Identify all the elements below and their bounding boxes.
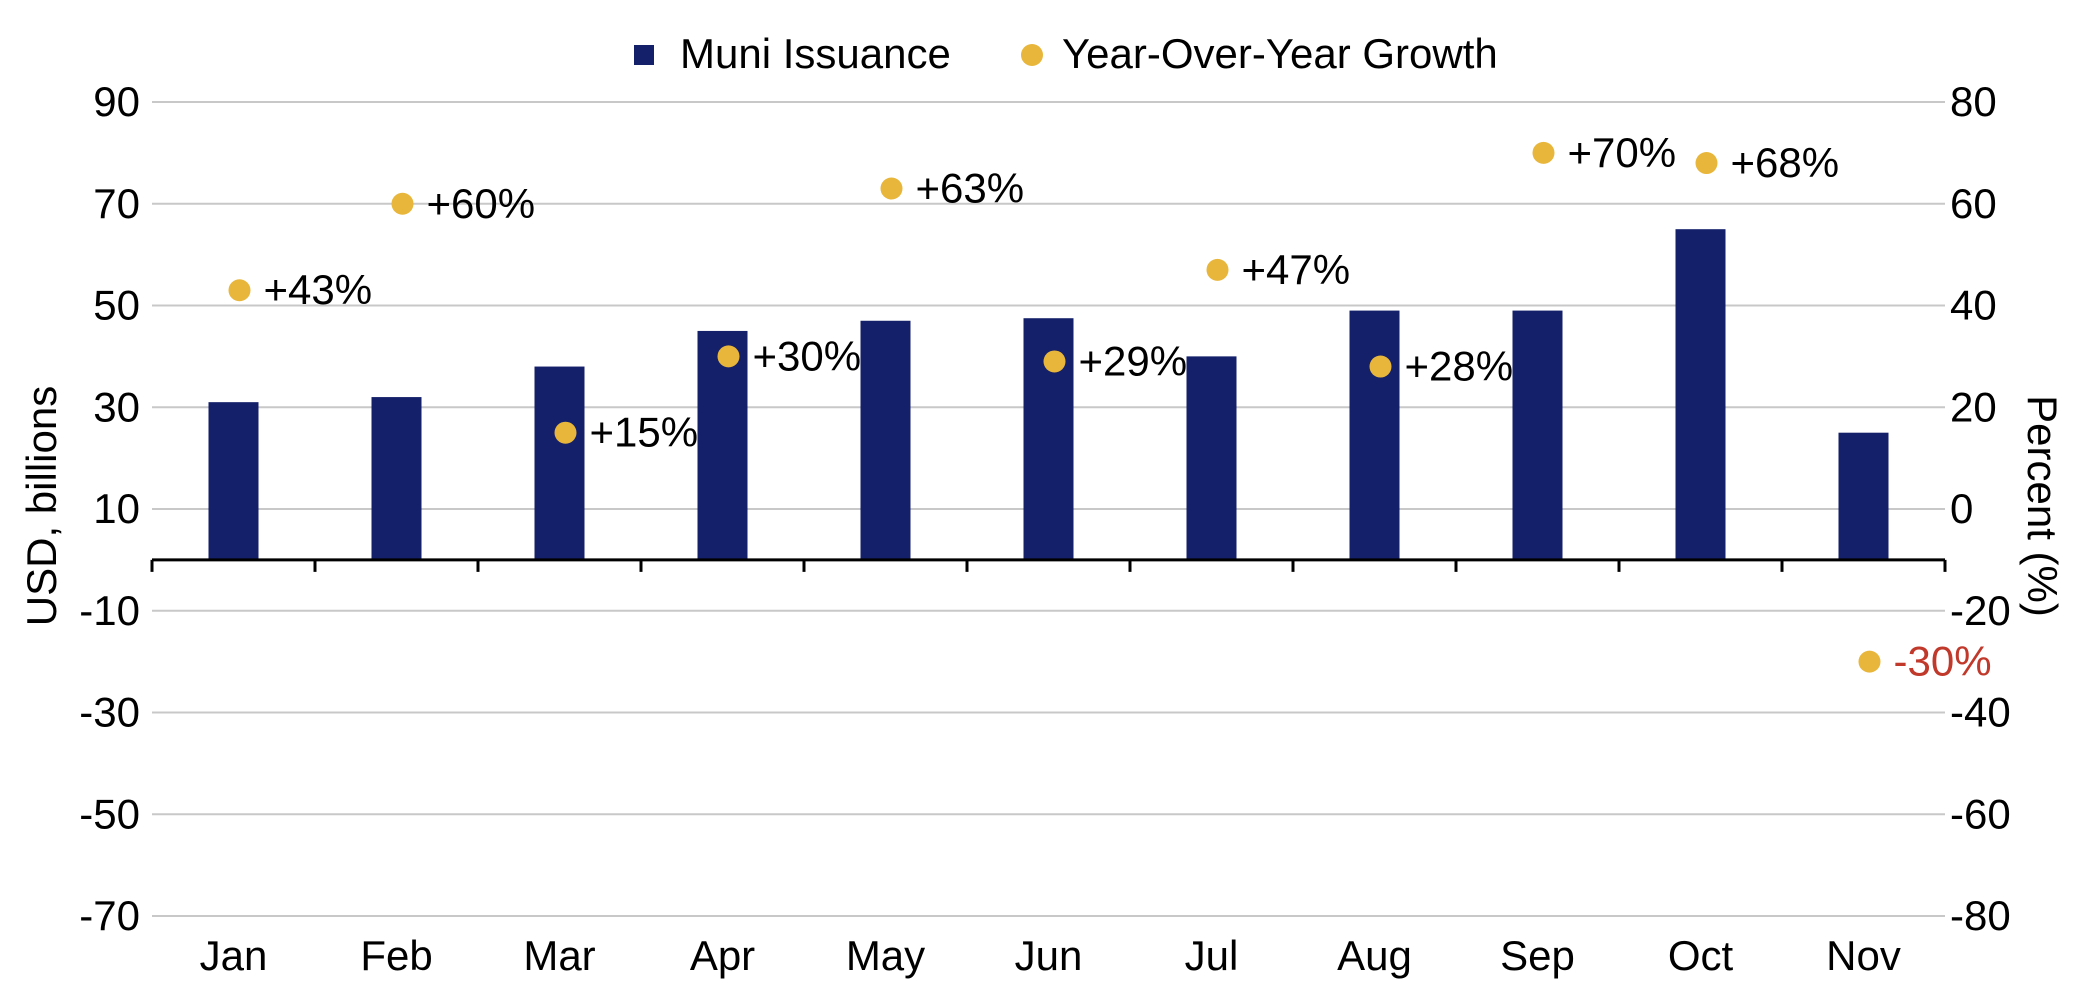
category-label-may: May <box>846 932 925 979</box>
growth-label-apr: +30% <box>753 332 862 379</box>
legend-bar-swatch <box>634 45 654 65</box>
left-axis-ticks: 90 70 50 30 10 -10 -30 -50 -70 <box>79 78 140 939</box>
growth-dot-jul <box>1206 258 1229 281</box>
category-label-jul: Jul <box>1185 932 1239 979</box>
right-tick-label: 60 <box>1950 180 1997 227</box>
right-tick-label: -60 <box>1950 790 2011 837</box>
left-tick-label: 10 <box>93 485 140 532</box>
right-tick-label: -20 <box>1950 587 2011 634</box>
x-axis <box>150 558 1947 572</box>
right-tick-label: -40 <box>1950 689 2011 736</box>
left-tick-label: -70 <box>79 892 140 939</box>
category-labels: Jan Feb Mar Apr May Jun Jul Aug Sep Oct Nov <box>200 932 1901 979</box>
growth-label-oct: +68% <box>1731 139 1840 186</box>
growth-dot-nov <box>1858 650 1881 673</box>
growth-label-nov: -30% <box>1894 638 1992 685</box>
growth-label-jan: +43% <box>264 266 373 313</box>
left-tick-label: -10 <box>79 587 140 634</box>
bar-series <box>208 229 1889 560</box>
growth-label-may: +63% <box>916 164 1025 211</box>
growth-dot-feb <box>391 192 414 215</box>
legend: Muni Issuance Year-Over-Year Growth <box>634 30 1498 77</box>
category-label-feb: Feb <box>360 932 432 979</box>
right-tick-label: -80 <box>1950 892 2011 939</box>
growth-dot-jun <box>1043 350 1066 373</box>
left-tick-label: -50 <box>79 790 140 837</box>
growth-label-mar: +15% <box>590 409 699 456</box>
growth-label-jun: +29% <box>1079 337 1188 384</box>
dot-series: +43% +60% +15% +30% +63% +29% +47% +28% +70% +68%… <box>228 129 1992 685</box>
bar-sep <box>1512 310 1563 560</box>
growth-dot-sep <box>1532 141 1555 164</box>
left-tick-label: -30 <box>79 689 140 736</box>
growth-dot-apr <box>717 345 740 368</box>
category-label-jun: Jun <box>1015 932 1083 979</box>
category-label-nov: Nov <box>1826 932 1901 979</box>
bar-oct <box>1675 229 1726 560</box>
bar-nov <box>1838 432 1889 560</box>
left-tick-label: 70 <box>93 180 140 227</box>
legend-dot-label: Year-Over-Year Growth <box>1062 30 1498 77</box>
left-tick-label: 30 <box>93 383 140 430</box>
growth-label-feb: +60% <box>427 180 536 227</box>
left-axis-title: USD, billions <box>18 386 65 626</box>
bar-aug <box>1349 310 1400 560</box>
growth-dot-may <box>880 177 903 200</box>
growth-dot-jan <box>228 279 251 302</box>
bar-feb <box>371 397 422 560</box>
bar-jul <box>1186 356 1237 560</box>
category-label-oct: Oct <box>1668 932 1734 979</box>
bar-apr <box>697 330 748 560</box>
category-label-mar: Mar <box>523 932 595 979</box>
bar-mar <box>534 366 585 560</box>
legend-bar-label: Muni Issuance <box>680 30 951 77</box>
right-tick-label: 0 <box>1950 485 1973 532</box>
left-tick-label: 90 <box>93 78 140 125</box>
bar-may <box>860 320 911 560</box>
growth-label-jul: +47% <box>1242 246 1351 293</box>
growth-label-aug: +28% <box>1405 343 1514 390</box>
growth-dot-aug <box>1369 355 1392 378</box>
right-tick-label: 80 <box>1950 78 1997 125</box>
growth-label-sep: +70% <box>1568 129 1677 176</box>
right-tick-label: 20 <box>1950 383 1997 430</box>
growth-dot-mar <box>554 421 577 444</box>
legend-dot-swatch <box>1021 44 1043 66</box>
left-tick-label: 50 <box>93 282 140 329</box>
growth-dot-oct <box>1695 152 1718 175</box>
category-label-aug: Aug <box>1337 932 1412 979</box>
right-axis-ticks: 80 60 40 20 0 -20 -40 -60 -80 <box>1950 78 2011 939</box>
bar-jan <box>208 402 259 560</box>
right-axis-title: Percent (%) <box>2019 395 2066 617</box>
right-tick-label: 40 <box>1950 282 1997 329</box>
category-label-jan: Jan <box>200 932 268 979</box>
category-label-apr: Apr <box>690 932 755 979</box>
category-label-sep: Sep <box>1500 932 1575 979</box>
